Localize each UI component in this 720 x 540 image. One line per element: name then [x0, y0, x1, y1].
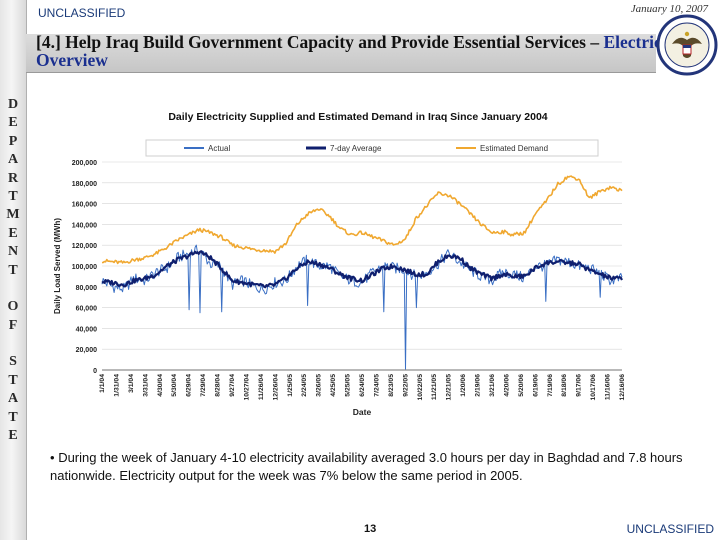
x-tick-label: 6/19/06	[532, 374, 539, 397]
x-tick-label: 6/24/05	[359, 374, 366, 397]
classification-bottom: UNCLASSIFIED	[626, 522, 714, 536]
sidebar-letter: T	[8, 188, 18, 204]
legend-label-avg: 7-day Average	[330, 144, 382, 153]
x-tick-label: 3/26/05	[316, 374, 323, 397]
x-tick-label: 10/17/06	[590, 374, 597, 401]
sidebar-letter: O	[7, 299, 19, 315]
y-tick-label: 140,000	[72, 222, 97, 229]
classification-top: UNCLASSIFIED	[38, 6, 126, 20]
sidebar-letter	[0, 280, 26, 298]
sidebar-letter: S	[9, 354, 17, 370]
sidebar-letter: T	[8, 409, 18, 425]
x-tick-label: 1/1/04	[99, 374, 106, 393]
x-tick-label: 2/24/05	[301, 374, 308, 397]
x-tick-label: 10/22/05	[417, 374, 424, 401]
x-tick-label: 5/25/05	[345, 374, 352, 397]
x-tick-label: 1/31/04	[113, 374, 120, 397]
x-tick-label: 8/18/06	[561, 374, 568, 397]
title-prefix: [4.] Help Iraq Build Government Capacity…	[36, 32, 604, 52]
title-band	[26, 34, 656, 73]
sidebar-letter: T	[8, 372, 18, 388]
x-tick-label: 11/21/05	[431, 374, 438, 400]
x-tick-label: 9/27/04	[229, 374, 236, 397]
sidebar-letter: M	[6, 207, 20, 223]
x-tick-label: 3/31/04	[142, 374, 149, 397]
x-tick-label: 7/24/05	[373, 374, 380, 397]
y-tick-label: 60,000	[76, 306, 98, 313]
x-tick-label: 1/25/05	[287, 374, 294, 397]
x-tick-label: 12/26/04	[272, 374, 279, 401]
sidebar-letter: A	[7, 152, 19, 168]
y-tick-label: 180,000	[72, 181, 97, 188]
x-tick-label: 11/26/04	[258, 374, 265, 400]
sidebar-letter: A	[7, 391, 19, 407]
sidebar-letter: F	[8, 317, 18, 333]
series-line-estimated-demand	[101, 175, 623, 265]
x-tick-label: 10/27/04	[243, 374, 250, 401]
sidebar-letter: N	[7, 244, 19, 260]
x-tick-label: 9/22/05	[402, 374, 409, 397]
x-tick-label: 6/29/04	[186, 374, 193, 397]
legend-box	[145, 139, 599, 157]
x-tick-label: 2/19/06	[475, 374, 482, 397]
x-tick-label: 5/30/04	[171, 374, 178, 397]
x-tick-label: 7/19/06	[547, 374, 554, 397]
electricity-chart: Daily Electricity Supplied and Estimated…	[53, 111, 626, 417]
date-label: January 10, 2007	[630, 3, 708, 15]
x-tick-label: 12/21/05	[446, 374, 453, 401]
y-tick-label: 200,000	[72, 160, 97, 167]
y-tick-label: 120,000	[72, 243, 97, 250]
chart-title: Daily Electricity Supplied and Estimated…	[168, 111, 547, 123]
sidebar-letter: P	[8, 133, 18, 149]
sidebar-letter: D	[7, 97, 19, 112]
sidebar-letter: R	[7, 170, 19, 186]
y-tick-label: 160,000	[72, 202, 97, 209]
x-tick-label: 4/20/06	[503, 374, 510, 397]
y-tick-label: 80,000	[76, 285, 98, 292]
x-tick-label: 5/20/06	[518, 374, 525, 397]
x-tick-label: 8/23/05	[388, 374, 395, 397]
state-department-seal-icon	[656, 14, 718, 76]
y-tick-label: 0	[93, 368, 97, 375]
x-tick-label: 11/16/06	[605, 374, 612, 400]
sidebar-letter: T	[8, 262, 18, 278]
y-axis-label: Daily Load Served (MWh)	[53, 218, 62, 314]
x-tick-label: 3/21/06	[489, 374, 496, 397]
legend-label-demand: Estimated Demand	[480, 144, 548, 153]
x-tick-label: 9/17/06	[576, 374, 583, 397]
x-tick-label: 7/29/04	[200, 374, 207, 397]
x-tick-label: 1/20/06	[460, 374, 467, 397]
x-tick-label: 4/30/04	[157, 374, 164, 397]
sidebar-letter: E	[8, 428, 18, 444]
bullet-text: During the week of January 4-10 electric…	[50, 450, 683, 483]
x-tick-label: 4/25/05	[330, 374, 337, 397]
y-tick-label: 100,000	[72, 264, 97, 271]
sidebar-letter	[0, 335, 26, 353]
x-tick-label: 12/16/06	[619, 374, 626, 401]
page-number: 13	[364, 523, 377, 535]
sidebar-letter: E	[8, 225, 18, 241]
slide-title: [4.] Help Iraq Build Government Capacity…	[36, 33, 720, 69]
x-axis-label: Date	[353, 407, 372, 417]
x-tick-label: 8/28/04	[215, 374, 222, 397]
sidebar-letter: E	[8, 115, 18, 131]
y-tick-label: 20,000	[76, 347, 98, 354]
series-line-7-day-average	[101, 250, 623, 289]
bullet-paragraph: • During the week of January 4-10 electr…	[50, 449, 710, 485]
bullet-symbol: •	[50, 450, 55, 465]
legend-label-actual: Actual	[208, 144, 230, 153]
x-tick-label: 3/1/04	[128, 374, 135, 393]
y-tick-label: 40,000	[76, 326, 98, 333]
